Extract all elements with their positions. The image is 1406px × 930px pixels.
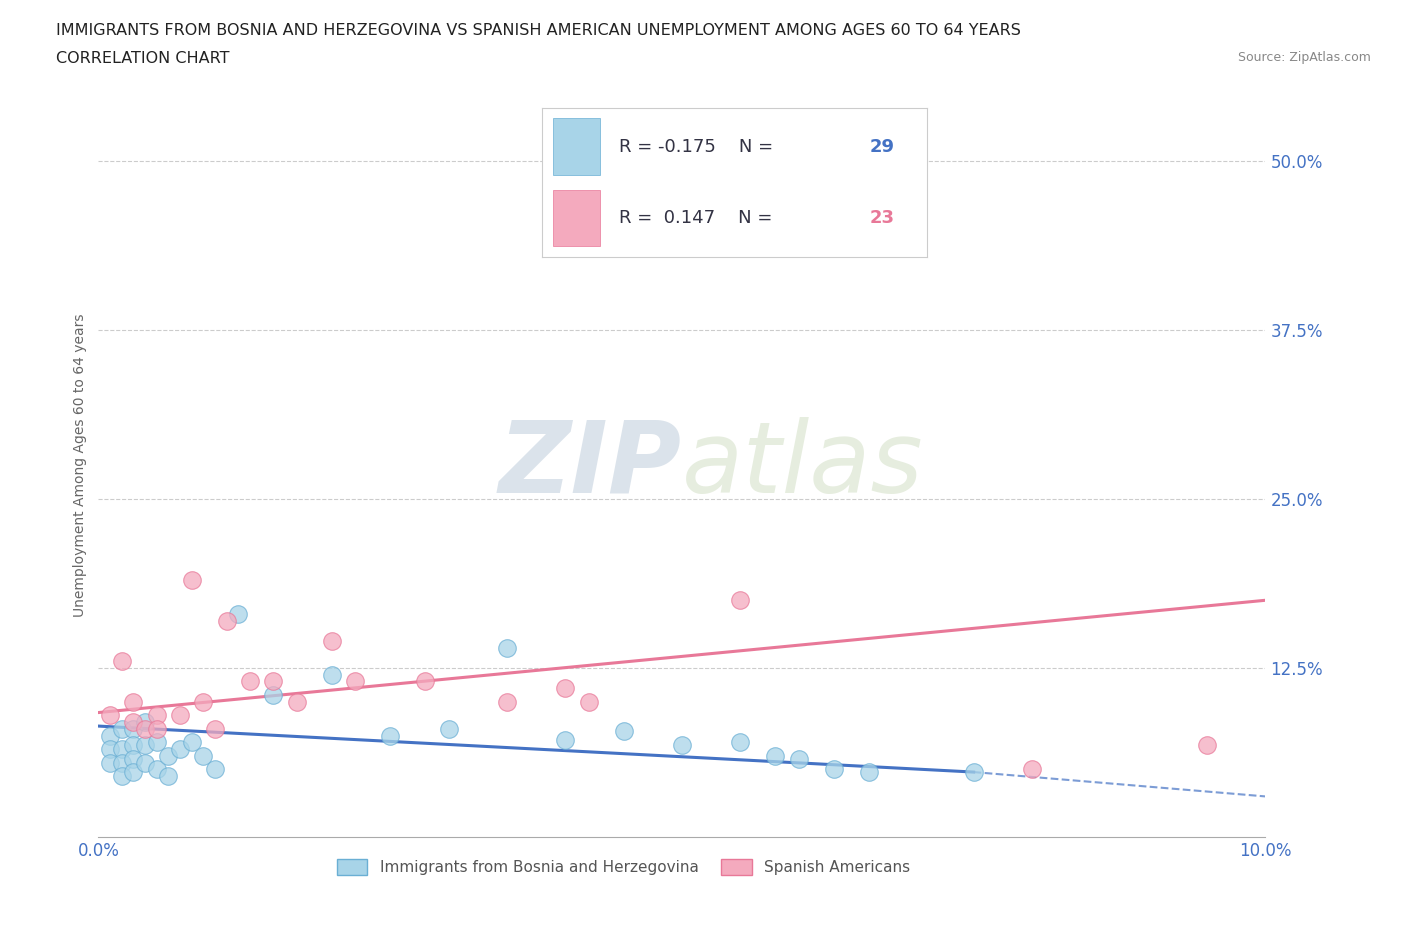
- Point: [612, 724, 634, 739]
- Point: [122, 751, 145, 766]
- Point: [157, 769, 180, 784]
- Y-axis label: Unemployment Among Ages 60 to 64 years: Unemployment Among Ages 60 to 64 years: [73, 313, 87, 617]
- Point: [204, 722, 226, 737]
- Point: [413, 674, 436, 689]
- Point: [146, 722, 169, 737]
- Point: [134, 737, 156, 752]
- Point: [111, 722, 134, 737]
- Point: [496, 695, 519, 710]
- Point: [98, 755, 121, 770]
- Point: [823, 762, 845, 777]
- Point: [671, 737, 693, 752]
- Point: [344, 674, 367, 689]
- Point: [146, 708, 169, 723]
- Point: [98, 741, 121, 756]
- Point: [437, 722, 460, 737]
- Point: [180, 573, 202, 588]
- Point: [180, 735, 202, 750]
- Point: [285, 695, 308, 710]
- Point: [122, 737, 145, 752]
- Point: [1195, 737, 1218, 752]
- Point: [111, 769, 134, 784]
- Point: [98, 728, 121, 743]
- Text: ZIP: ZIP: [499, 417, 682, 513]
- Point: [98, 708, 121, 723]
- Point: [239, 674, 262, 689]
- Point: [763, 749, 786, 764]
- Point: [122, 714, 145, 729]
- Point: [858, 764, 880, 779]
- Point: [554, 732, 576, 747]
- Point: [146, 735, 169, 750]
- Point: [1021, 762, 1043, 777]
- Point: [962, 764, 984, 779]
- Point: [122, 764, 145, 779]
- Point: [730, 592, 752, 607]
- Text: IMMIGRANTS FROM BOSNIA AND HERZEGOVINA VS SPANISH AMERICAN UNEMPLOYMENT AMONG AG: IMMIGRANTS FROM BOSNIA AND HERZEGOVINA V…: [56, 23, 1021, 38]
- Legend: Immigrants from Bosnia and Herzegovina, Spanish Americans: Immigrants from Bosnia and Herzegovina, …: [330, 853, 917, 882]
- Point: [380, 728, 402, 743]
- Point: [787, 751, 810, 766]
- Point: [846, 166, 869, 181]
- Point: [204, 762, 226, 777]
- Point: [193, 749, 215, 764]
- Point: [215, 613, 238, 628]
- Point: [111, 654, 134, 669]
- Point: [262, 674, 284, 689]
- Text: Source: ZipAtlas.com: Source: ZipAtlas.com: [1237, 51, 1371, 64]
- Point: [122, 722, 145, 737]
- Point: [730, 735, 752, 750]
- Point: [111, 755, 134, 770]
- Point: [111, 741, 134, 756]
- Point: [134, 722, 156, 737]
- Point: [496, 640, 519, 655]
- Point: [321, 633, 343, 648]
- Point: [146, 762, 169, 777]
- Point: [193, 695, 215, 710]
- Text: atlas: atlas: [682, 417, 924, 513]
- Point: [554, 681, 576, 696]
- Text: CORRELATION CHART: CORRELATION CHART: [56, 51, 229, 66]
- Point: [228, 606, 250, 621]
- Point: [578, 695, 600, 710]
- Point: [321, 667, 343, 682]
- Point: [169, 708, 191, 723]
- Point: [134, 755, 156, 770]
- Point: [122, 695, 145, 710]
- Point: [262, 687, 284, 702]
- Point: [157, 749, 180, 764]
- Point: [169, 741, 191, 756]
- Point: [134, 714, 156, 729]
